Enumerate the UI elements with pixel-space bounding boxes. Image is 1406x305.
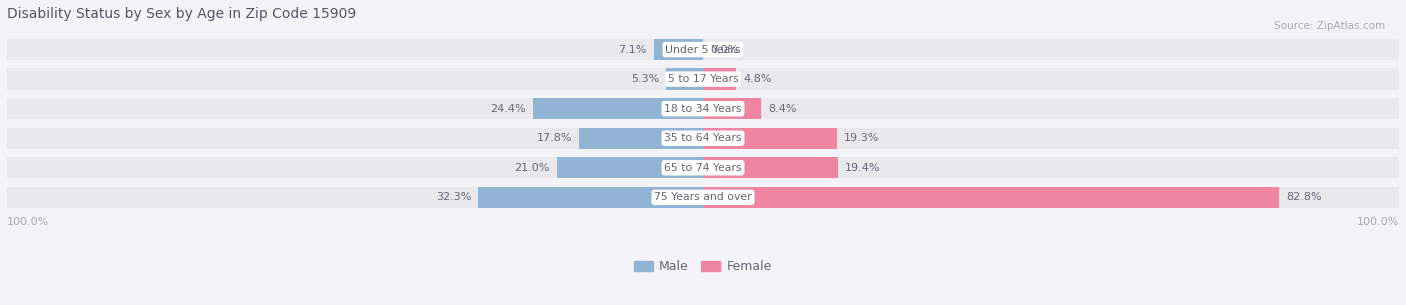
Text: 75 Years and over: 75 Years and over	[654, 192, 752, 202]
Text: 8.4%: 8.4%	[769, 104, 797, 114]
Text: 100.0%: 100.0%	[7, 217, 49, 227]
Text: 4.8%: 4.8%	[744, 74, 772, 84]
Bar	[7, 127, 1399, 149]
Text: 82.8%: 82.8%	[1286, 192, 1322, 202]
Text: Under 5 Years: Under 5 Years	[665, 45, 741, 55]
Bar	[703, 157, 838, 178]
Text: Source: ZipAtlas.com: Source: ZipAtlas.com	[1274, 21, 1385, 31]
Bar	[703, 187, 1279, 208]
Bar	[7, 187, 1399, 208]
Bar	[478, 187, 703, 208]
Text: 100.0%: 100.0%	[1357, 217, 1399, 227]
Text: 19.4%: 19.4%	[845, 163, 880, 173]
Legend: Male, Female: Male, Female	[630, 256, 776, 278]
Bar	[7, 157, 1399, 178]
Text: 5.3%: 5.3%	[631, 74, 659, 84]
Bar	[7, 69, 1399, 90]
Text: 18 to 34 Years: 18 to 34 Years	[664, 104, 742, 114]
Bar	[533, 98, 703, 119]
Text: 24.4%: 24.4%	[491, 104, 526, 114]
Bar	[654, 39, 703, 60]
Bar	[557, 157, 703, 178]
Text: Disability Status by Sex by Age in Zip Code 15909: Disability Status by Sex by Age in Zip C…	[7, 7, 356, 21]
Text: 35 to 64 Years: 35 to 64 Years	[664, 133, 742, 143]
Text: 32.3%: 32.3%	[436, 192, 471, 202]
Text: 5 to 17 Years: 5 to 17 Years	[668, 74, 738, 84]
Bar	[703, 127, 838, 149]
Text: 19.3%: 19.3%	[844, 133, 880, 143]
Bar	[7, 98, 1399, 119]
Bar	[703, 98, 762, 119]
Bar	[666, 69, 703, 90]
Text: 0.0%: 0.0%	[710, 45, 738, 55]
Bar	[579, 127, 703, 149]
Bar	[703, 69, 737, 90]
Text: 21.0%: 21.0%	[515, 163, 550, 173]
Text: 7.1%: 7.1%	[619, 45, 647, 55]
Text: 17.8%: 17.8%	[537, 133, 572, 143]
Text: 65 to 74 Years: 65 to 74 Years	[664, 163, 742, 173]
Bar	[7, 39, 1399, 60]
